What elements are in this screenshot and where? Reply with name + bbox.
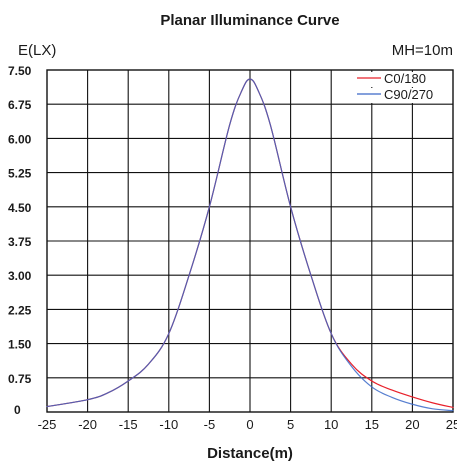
x-tick-label: 15 [365,417,379,432]
y-tick-label: 0 [14,403,21,417]
y-tick-label: 1.50 [8,338,32,352]
x-tick-label: 10 [324,417,338,432]
x-tick-label: -25 [38,417,57,432]
x-tick-label: -15 [119,417,138,432]
x-tick-label: -20 [78,417,97,432]
x-tick-label: -5 [204,417,216,432]
x-tick-label: 20 [405,417,419,432]
mounting-height-annotation: MH=10m [392,42,453,59]
grid [46,69,454,413]
y-axis-label: E(LX) [18,42,56,59]
x-tick-label: 5 [287,417,294,432]
series-line-C90-270 [46,78,454,412]
y-tick-label: 3.00 [8,269,32,283]
legend-entry-bg [352,72,450,87]
y-tick-label: 5.25 [8,167,32,181]
y-tick-label: 6.00 [8,132,32,146]
y-tick-label: 4.50 [8,201,32,215]
y-tick-label: 0.75 [8,372,32,386]
legend-label: C0/180 [384,71,426,86]
x-tick-label: 25 [446,417,457,432]
x-axis-label: Distance(m) [207,445,293,462]
x-tick-label: 0 [246,417,253,432]
y-tick-label: 6.75 [8,98,32,112]
series-lines [46,78,454,412]
legend-entry-bg [352,88,450,103]
chart-title: Planar Illuminance Curve [160,12,339,29]
tick-labels: -25 -20 -15 -10 -5 0 5 10 15 20 25 0 0.75 1.50 2.25 3.0… [8,64,457,432]
y-tick-label: 7.50 [8,64,32,78]
y-tick-label: 2.25 [8,303,32,317]
y-tick-label: 3.75 [8,235,32,249]
x-tick-label: -10 [159,417,178,432]
legend-label: C90/270 [384,87,433,102]
